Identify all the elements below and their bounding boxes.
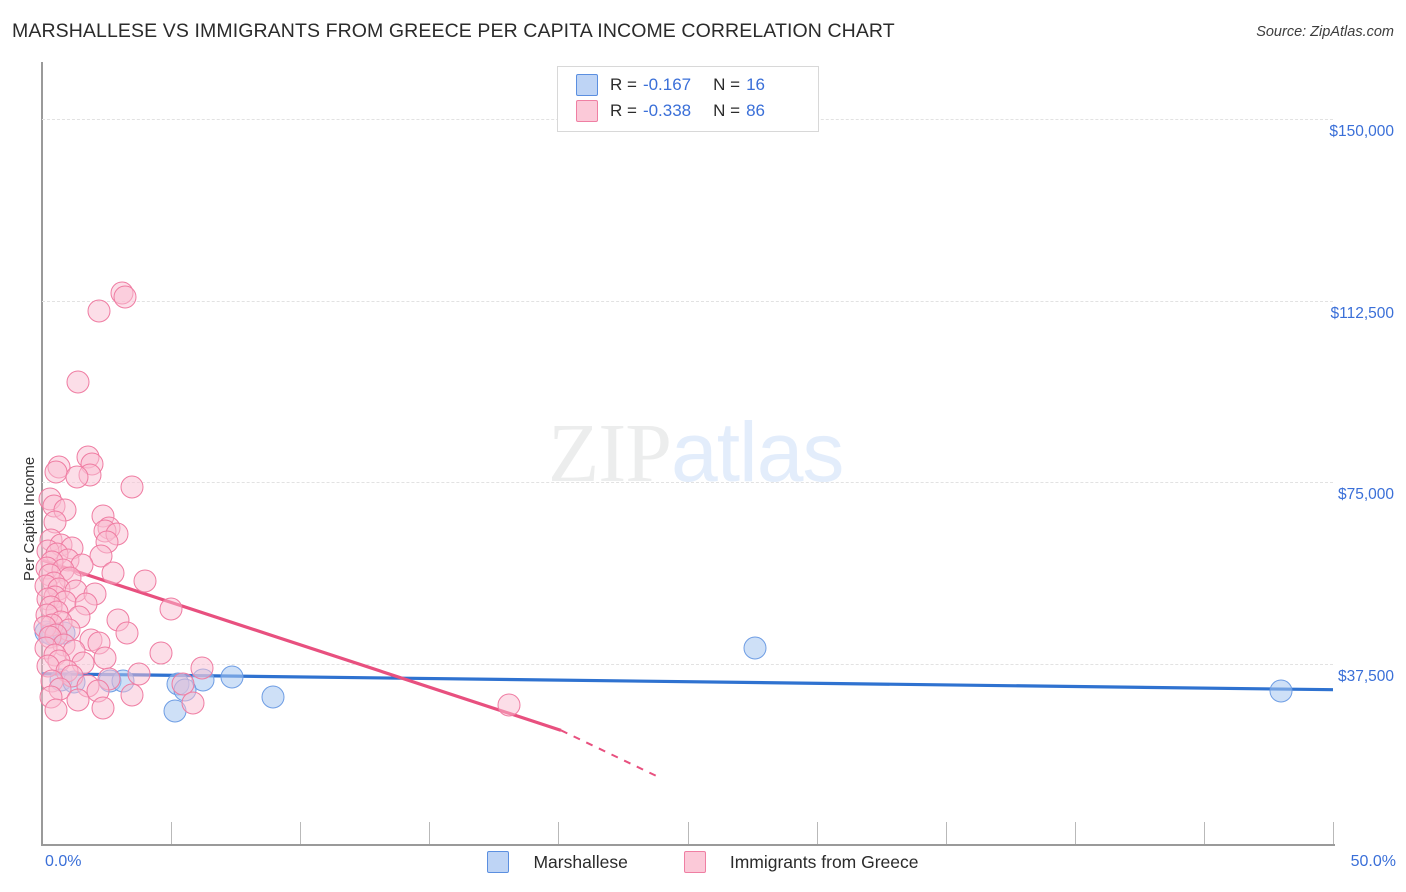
x-axis-tick bbox=[558, 822, 560, 844]
legend-n-key-1: N = bbox=[713, 101, 741, 120]
y-axis-tick-label: $150,000 bbox=[1329, 123, 1394, 141]
x-axis-tick bbox=[300, 822, 302, 844]
scatter-point bbox=[115, 621, 139, 645]
series-legend: Marshallese Immigrants from Greece bbox=[0, 851, 1406, 873]
scatter-point bbox=[113, 285, 137, 309]
scatter-point bbox=[261, 685, 285, 709]
x-axis-tick bbox=[687, 822, 689, 844]
scatter-point bbox=[127, 662, 151, 686]
x-axis-tick bbox=[816, 822, 818, 844]
legend-r-value-1: -0.338 bbox=[642, 101, 692, 120]
series-legend-item-greece[interactable]: Immigrants from Greece bbox=[683, 851, 919, 873]
x-axis-tick bbox=[429, 822, 431, 844]
y-axis-line bbox=[41, 62, 43, 846]
scatter-point bbox=[66, 370, 90, 394]
x-axis-tick bbox=[1203, 822, 1205, 844]
scatter-point bbox=[65, 465, 89, 489]
x-axis-tick bbox=[1333, 822, 1334, 844]
series-legend-item-marshallese[interactable]: Marshallese bbox=[487, 851, 628, 873]
scatter-point bbox=[91, 696, 115, 720]
scatter-point bbox=[93, 646, 117, 670]
series-swatch-blue bbox=[487, 851, 510, 873]
scatter-point bbox=[101, 561, 125, 585]
scatter-point bbox=[497, 693, 521, 717]
x-axis-tick bbox=[1074, 822, 1076, 844]
scatter-point bbox=[743, 636, 767, 660]
legend-swatch-blue bbox=[576, 74, 598, 96]
y-axis-tick-label: $37,500 bbox=[1337, 667, 1394, 685]
scatter-point bbox=[149, 641, 173, 665]
legend-n-value-1: 86 bbox=[746, 101, 765, 120]
scatter-point bbox=[44, 460, 68, 483]
gridline bbox=[42, 663, 1333, 665]
plot-area bbox=[33, 62, 1333, 845]
scatter-point bbox=[120, 683, 144, 707]
source-attribution: Source: ZipAtlas.com bbox=[1256, 24, 1394, 40]
x-axis-tick bbox=[945, 822, 947, 844]
legend-n-key-0: N = bbox=[713, 75, 741, 94]
scatter-point bbox=[159, 597, 183, 621]
page-title: MARSHALLESE VS IMMIGRANTS FROM GREECE PE… bbox=[12, 20, 895, 42]
scatter-point bbox=[44, 698, 68, 722]
x-axis-max-label: 50.0% bbox=[1350, 853, 1396, 870]
legend-swatch-pink bbox=[576, 100, 598, 122]
correlation-legend: R = -0.167 N = 16 R = -0.338 N = 86 bbox=[557, 66, 819, 132]
scatter-point bbox=[66, 688, 90, 712]
y-axis-label: Per Capita Income bbox=[21, 456, 38, 581]
series-legend-label-1: Immigrants from Greece bbox=[729, 851, 919, 872]
scatter-point bbox=[181, 691, 205, 715]
scatter-point bbox=[120, 475, 144, 499]
legend-r-key-0: R = bbox=[610, 75, 637, 94]
x-axis-line bbox=[41, 844, 1335, 846]
legend-r-key-1: R = bbox=[610, 101, 637, 120]
scatter-point bbox=[171, 672, 195, 696]
gridline bbox=[42, 482, 1333, 484]
legend-row-greece: R = -0.338 N = 86 bbox=[576, 98, 765, 124]
legend-n-value-0: 16 bbox=[746, 75, 765, 94]
scatter-point bbox=[87, 299, 111, 323]
y-axis-tick-label: $112,500 bbox=[1330, 304, 1395, 322]
series-legend-label-0: Marshallese bbox=[533, 851, 628, 872]
scatter-point bbox=[190, 656, 214, 680]
legend-r-value-0: -0.167 bbox=[642, 75, 692, 94]
legend-row-marshallese: R = -0.167 N = 16 bbox=[576, 72, 765, 98]
y-axis-tick-label: $75,000 bbox=[1337, 486, 1394, 504]
x-axis-min-label: 0.0% bbox=[45, 853, 82, 870]
scatter-point bbox=[220, 665, 244, 689]
x-axis-tick bbox=[171, 822, 173, 844]
series-swatch-pink bbox=[683, 851, 706, 873]
scatter-point bbox=[133, 569, 157, 593]
scatter-point bbox=[1269, 679, 1293, 703]
gridline bbox=[42, 300, 1333, 302]
